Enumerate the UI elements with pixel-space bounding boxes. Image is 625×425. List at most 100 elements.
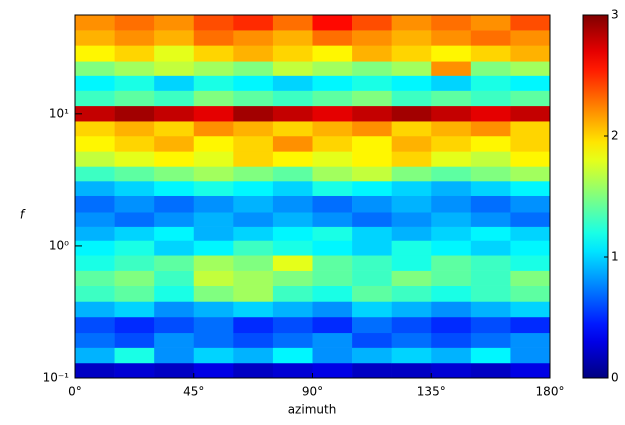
cell	[391, 301, 432, 318]
cell	[193, 347, 234, 364]
cell	[193, 195, 234, 213]
cell	[510, 135, 551, 152]
cell	[193, 151, 234, 167]
cell	[193, 226, 234, 241]
cell	[154, 195, 195, 213]
cell	[75, 332, 115, 348]
cell	[272, 301, 313, 318]
cell	[233, 166, 274, 182]
cell	[272, 121, 313, 137]
cell	[193, 212, 234, 227]
cell	[272, 270, 313, 286]
cell	[114, 121, 155, 137]
cell	[233, 151, 274, 167]
cell	[470, 90, 511, 107]
cell	[193, 255, 234, 271]
cell	[233, 270, 274, 286]
cell	[114, 195, 155, 213]
cell	[193, 166, 234, 182]
cell	[114, 212, 155, 227]
cell	[470, 270, 511, 286]
cell	[352, 362, 392, 379]
cell	[352, 61, 392, 76]
cell	[510, 195, 551, 213]
cell	[352, 121, 392, 137]
cell	[233, 135, 274, 152]
cell	[431, 195, 472, 213]
cell	[193, 45, 234, 62]
cell	[193, 332, 234, 348]
cell	[431, 121, 472, 137]
cell	[431, 240, 472, 256]
cell	[312, 270, 353, 286]
cell	[75, 105, 115, 122]
cell	[114, 45, 155, 62]
cell	[510, 181, 551, 196]
cell	[233, 15, 274, 31]
cell	[510, 362, 551, 379]
cell	[312, 151, 353, 167]
cell	[352, 181, 392, 196]
cell	[470, 255, 511, 271]
cell	[431, 255, 472, 271]
cell	[431, 151, 472, 167]
cell	[75, 45, 115, 62]
cell	[470, 316, 511, 334]
cell	[391, 75, 432, 91]
cell	[312, 61, 353, 76]
cell	[431, 316, 472, 334]
cell	[510, 121, 551, 137]
cell	[154, 301, 195, 318]
cell	[391, 347, 432, 364]
cell	[431, 270, 472, 286]
cell	[470, 347, 511, 364]
cell	[233, 301, 274, 318]
cell	[272, 151, 313, 167]
cell	[470, 135, 511, 152]
cell	[193, 15, 234, 31]
cell	[233, 61, 274, 76]
cell	[272, 90, 313, 107]
cell	[431, 90, 472, 107]
cell	[75, 316, 115, 334]
cell	[114, 240, 155, 256]
cell	[272, 45, 313, 62]
cell	[272, 181, 313, 196]
cell	[352, 15, 392, 31]
cell	[154, 255, 195, 271]
cell	[272, 75, 313, 91]
cell	[154, 212, 195, 227]
cell	[431, 75, 472, 91]
cell	[154, 181, 195, 196]
cell	[193, 240, 234, 256]
cell	[510, 347, 551, 364]
cell	[154, 121, 195, 137]
cell	[391, 135, 432, 152]
cell	[470, 332, 511, 348]
cell	[75, 151, 115, 167]
cell	[391, 195, 432, 213]
cell	[312, 90, 353, 107]
cell	[154, 90, 195, 107]
cell	[470, 151, 511, 167]
cell	[114, 166, 155, 182]
cell	[391, 181, 432, 196]
cell	[312, 226, 353, 241]
cell	[352, 255, 392, 271]
cell	[431, 301, 472, 318]
colorbar-tick-label: 2	[611, 129, 619, 143]
cell	[470, 240, 511, 256]
cell	[510, 61, 551, 76]
cell	[510, 301, 551, 318]
cell	[352, 195, 392, 213]
cell	[312, 240, 353, 256]
cell	[510, 285, 551, 302]
cell	[114, 362, 155, 379]
cell	[510, 151, 551, 167]
cell	[272, 240, 313, 256]
cell	[352, 45, 392, 62]
cell	[352, 347, 392, 364]
x-tick-label: 45°	[183, 385, 204, 399]
cell	[233, 181, 274, 196]
cell	[75, 362, 115, 379]
